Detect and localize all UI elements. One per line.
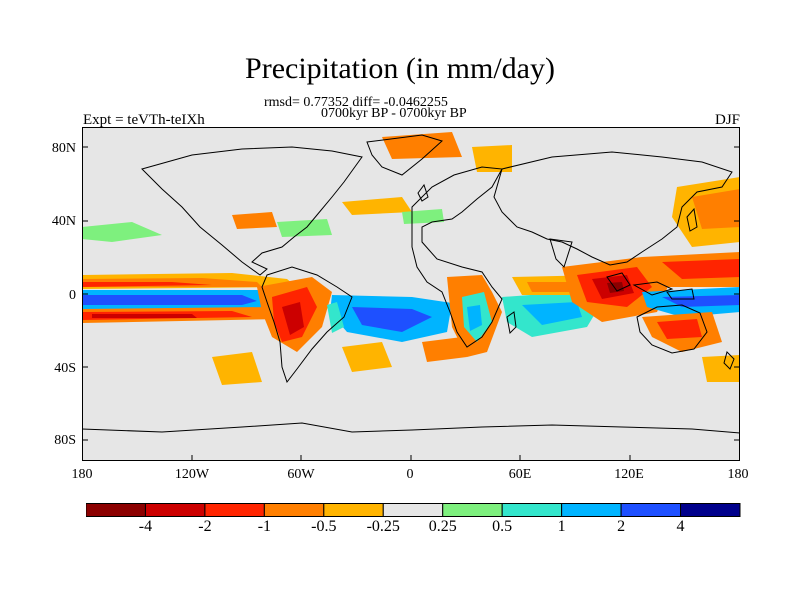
x-tick-120e: 120E [614,467,644,482]
colorbar-label: -0.25 [366,518,400,535]
season-label: DJF [714,112,740,128]
x-tick-120w: 120W [174,467,210,482]
colorbar-box [86,503,146,517]
period-text: 0700kyr BP - 0700kyr BP [321,106,467,121]
colorbar-box [382,503,444,517]
x-tick-60e: 60E [508,467,532,482]
colorbar-box [323,503,384,517]
x-tick-0: 0 [406,467,414,482]
precipitation-map [82,127,740,461]
colorbar-box [263,503,325,517]
colorbar-box [144,503,206,517]
colorbar-box [680,503,741,517]
colorbar-label: -1 [257,518,272,535]
colorbar-box [561,503,622,517]
anomaly-fields [82,132,740,385]
colorbar-label: 0.25 [428,518,457,535]
x-tick-180e: 180 [727,467,749,482]
colorbar-box [620,503,682,517]
y-tick-80n: 80N [51,141,76,156]
colorbar-label: -2 [198,518,212,535]
x-tick-60w: 60W [287,467,315,482]
colorbar-label: 1 [557,518,566,535]
colorbar-label: -0.5 [311,518,337,535]
colorbar [86,503,741,517]
plot-title: Precipitation (in mm/day) [245,52,555,85]
colorbar-box [501,503,563,517]
y-tick-40s: 40S [54,361,76,376]
colorbar-box [204,503,265,517]
y-tick-40n: 40N [51,214,76,229]
y-tick-80s: 80S [54,433,76,448]
y-tick-0: 0 [69,288,76,303]
colorbar-label: 4 [676,518,685,535]
axis-ticks [82,146,740,461]
colorbar-label: 2 [617,518,626,535]
experiment-label: Expt = teVTh-teIXh [83,112,205,128]
stats-text: rmsd= 0.77352 diff= -0.0462255 [264,95,448,110]
x-tick-180w: 180 [71,467,93,482]
colorbar-label: -4 [138,518,153,535]
colorbar-box [442,503,503,517]
colorbar-label: 0.5 [492,518,513,535]
coastlines [82,134,740,434]
